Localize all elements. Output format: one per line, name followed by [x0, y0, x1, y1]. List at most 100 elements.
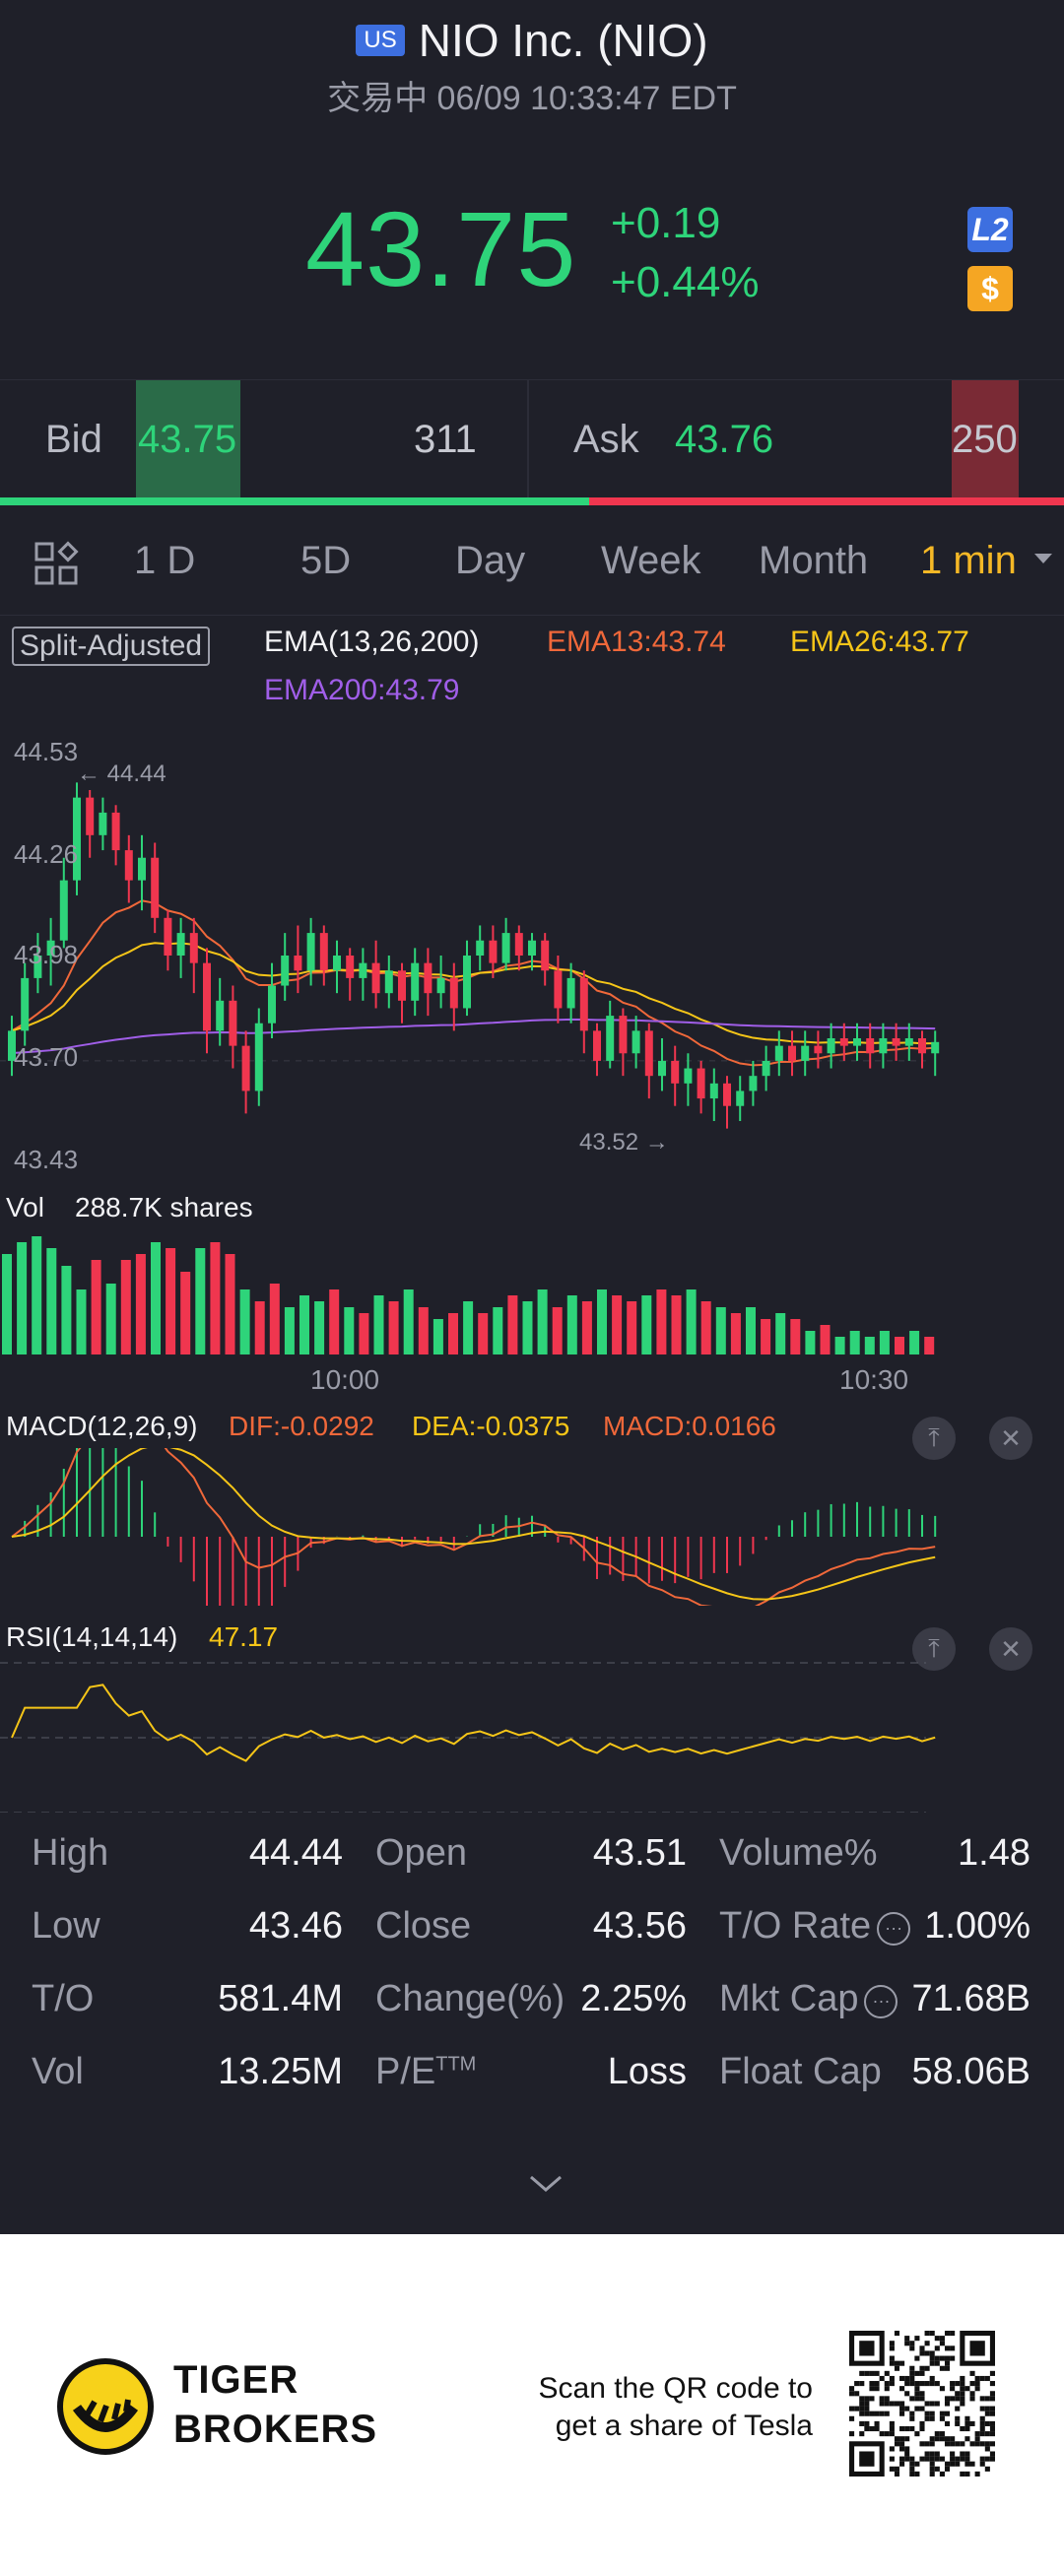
volume-bar: [597, 1289, 607, 1354]
candle-body: [671, 1060, 680, 1084]
candle-body: [528, 940, 536, 956]
stat-label: Low: [32, 1905, 100, 1947]
price-chart[interactable]: [0, 729, 1064, 1379]
y-tick-label: 44.53: [14, 737, 79, 766]
macd-chart[interactable]: [0, 1448, 1064, 1606]
candle-body: [644, 1030, 653, 1077]
macd-label[interactable]: MACD(12,26,9): [6, 1411, 198, 1441]
candle-body: [203, 962, 211, 1031]
candle-body: [931, 1041, 940, 1054]
layout-grid-icon[interactable]: [33, 541, 79, 586]
candle-body: [151, 857, 160, 918]
bid-ask-panel: Bid 43.75 311 Ask 43.76 250: [0, 379, 1064, 498]
candle-body: [398, 970, 406, 1001]
volume-bar: [924, 1337, 935, 1354]
pin-top-icon[interactable]: ⤒: [912, 1417, 956, 1460]
candle-body: [489, 940, 498, 963]
candle-body: [814, 1045, 823, 1054]
volume-bar: [761, 1319, 771, 1354]
ema-label[interactable]: EMA(13,26,200): [264, 626, 480, 658]
candle-body: [319, 933, 328, 971]
candle-body: [281, 956, 290, 986]
stat-label: Change(%): [375, 1978, 565, 2019]
tab-week[interactable]: Week: [601, 539, 701, 582]
volume-bar: [403, 1289, 414, 1354]
volume-bar: [478, 1313, 489, 1354]
volume-bar: [299, 1295, 309, 1354]
volume-bar: [135, 1254, 146, 1354]
candle-body: [333, 956, 341, 971]
close-icon[interactable]: ✕: [989, 1627, 1032, 1671]
title-row: US NIO Inc. (NIO): [0, 14, 1064, 67]
tab-month[interactable]: Month: [759, 539, 869, 582]
y-tick-label: 43.43: [14, 1145, 79, 1174]
pin-top-icon[interactable]: ⤒: [912, 1627, 956, 1671]
volume-bar: [820, 1325, 831, 1354]
candle-body: [658, 1060, 666, 1077]
tiger-logo-icon: [57, 2358, 154, 2455]
volume-bar: [746, 1307, 756, 1354]
quote-header: US NIO Inc. (NIO) 交易中 06/09 10:33:47 EDT…: [0, 0, 1064, 379]
candle-body: [632, 1030, 640, 1054]
candle-body: [99, 812, 107, 835]
candle-body: [879, 1038, 888, 1054]
volume-bar: [418, 1307, 429, 1354]
candle-body: [449, 977, 458, 1009]
info-icon[interactable]: ···: [877, 1912, 911, 1946]
volume-bar: [879, 1331, 890, 1354]
tab-1d[interactable]: 1 D: [134, 539, 196, 582]
stat-value: 43.46: [248, 1905, 343, 1947]
stat-value: 581.4M: [218, 1978, 343, 2019]
volume-bar: [864, 1337, 875, 1354]
candle-body: [774, 1045, 783, 1061]
rsi-chart[interactable]: [0, 1655, 1064, 1813]
candle-body: [697, 1068, 705, 1099]
trading-status: 交易中 06/09 10:33:47 EDT: [327, 80, 737, 117]
dollar-icon[interactable]: $: [967, 266, 1013, 311]
rsi-line: [11, 1684, 936, 1762]
candle-body: [216, 1000, 225, 1031]
volume-bar: [700, 1301, 711, 1354]
candle-body: [241, 1045, 250, 1091]
volume-bar: [76, 1289, 87, 1354]
bid-highlight: [136, 380, 240, 498]
stat-label: T/O: [32, 1978, 95, 2019]
close-icon[interactable]: ✕: [989, 1417, 1032, 1460]
volume-bar: [32, 1236, 42, 1354]
candle-body: [501, 933, 510, 963]
promo-footer: TIGER BROKERS Scan the QR code to get a …: [0, 2234, 1064, 2576]
period-tabs: 1 D 5D Day Week Month 1 min: [0, 507, 1064, 616]
level2-badge[interactable]: L2: [967, 207, 1013, 252]
expand-chevron-icon[interactable]: [528, 2173, 564, 2200]
volume-bar: [344, 1307, 355, 1354]
brand-line2: BROKERS: [173, 2408, 378, 2451]
candle-body: [736, 1090, 745, 1106]
candle-body: [436, 977, 445, 994]
candle-body: [723, 1083, 731, 1106]
volume-bar: [448, 1313, 458, 1354]
tab-1min[interactable]: 1 min: [920, 539, 1017, 582]
rsi-label[interactable]: RSI(14,14,14): [6, 1621, 178, 1652]
volume-bar: [627, 1301, 637, 1354]
ema13-value: EMA13:43.74: [547, 626, 726, 658]
tab-day[interactable]: Day: [455, 539, 526, 582]
bid-volume-bar: [0, 497, 589, 505]
volume-bar: [225, 1254, 235, 1354]
info-icon[interactable]: ···: [864, 1985, 898, 2018]
chevron-down-icon[interactable]: [1032, 551, 1054, 571]
volume-bar: [46, 1248, 57, 1354]
candle-body: [866, 1038, 875, 1054]
volume-bar: [329, 1289, 340, 1354]
split-adjusted-toggle[interactable]: Split-Adjusted: [12, 627, 211, 666]
bid-size: 311: [414, 418, 477, 461]
stat-label: Vol: [32, 2051, 84, 2092]
ask-label: Ask: [573, 418, 639, 461]
candle-body: [111, 812, 120, 851]
stat-value: 43.51: [592, 1832, 687, 1874]
stat-label: P/ETTM: [375, 2051, 477, 2092]
scan-line1: Scan the QR code to: [538, 2372, 814, 2405]
candle-body: [904, 1038, 913, 1046]
tab-5d[interactable]: 5D: [300, 539, 352, 582]
stat-label: Mkt Cap ···: [719, 1978, 898, 2020]
volume-bar: [656, 1289, 667, 1354]
